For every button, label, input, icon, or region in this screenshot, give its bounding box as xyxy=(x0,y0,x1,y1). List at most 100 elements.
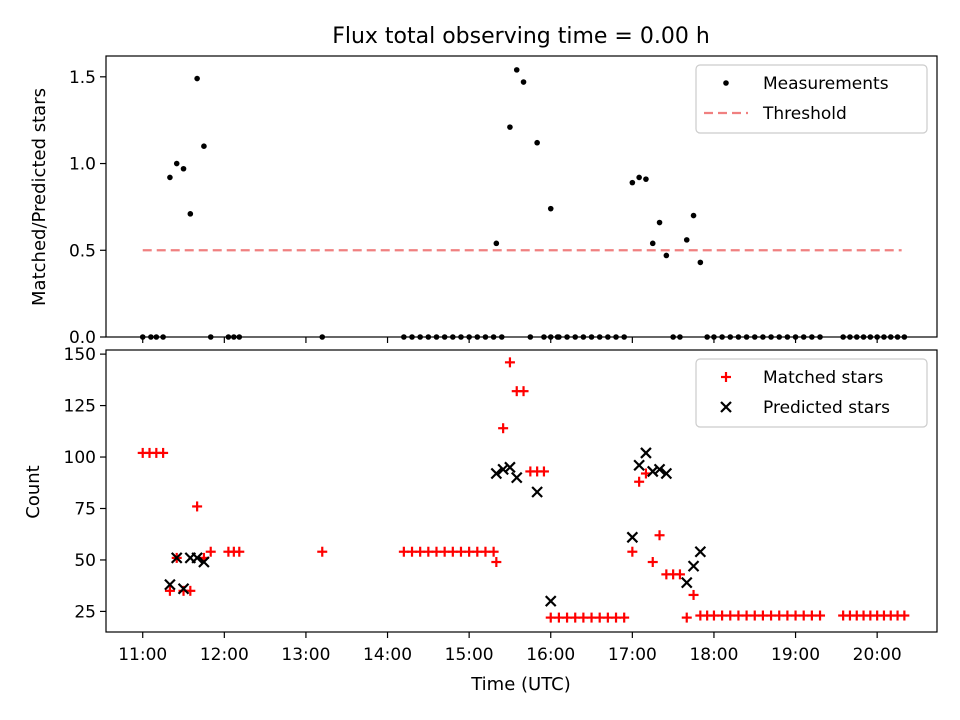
measurement-point xyxy=(201,143,207,149)
x-tick-label: 15:00 xyxy=(445,645,494,665)
matched-star-point xyxy=(647,557,658,568)
predicted-star-point xyxy=(198,556,210,568)
measurement-point xyxy=(901,334,908,340)
predicted-star-point xyxy=(497,463,509,476)
y-tick-label: 1.0 xyxy=(69,155,96,175)
matched-star-point xyxy=(674,569,685,580)
measurement-point xyxy=(760,334,766,340)
x-b xyxy=(510,471,523,484)
plot-frame xyxy=(105,349,938,633)
measurement-point xyxy=(564,334,570,340)
matched-star-point xyxy=(688,589,699,600)
measurement-point xyxy=(636,174,642,181)
x-b xyxy=(198,556,210,568)
matched-star-point xyxy=(498,423,509,434)
measurement-point xyxy=(735,334,742,340)
matched-star-point xyxy=(205,546,216,557)
measurement-point xyxy=(490,334,497,340)
measurement-point xyxy=(847,334,853,340)
measurement-point xyxy=(605,334,611,340)
measurement-point xyxy=(800,334,807,340)
matched-star-point xyxy=(192,501,203,512)
matched-star-point xyxy=(899,610,910,621)
x-tick-label: 19:00 xyxy=(771,645,820,665)
measurement-point xyxy=(596,334,603,340)
plot-frame xyxy=(105,55,938,338)
measurement-point xyxy=(711,334,717,340)
y-tick-label: 125 xyxy=(64,397,96,417)
measurement-point xyxy=(425,334,432,340)
measurement-point xyxy=(180,165,187,172)
measurement-point xyxy=(656,219,663,226)
x-b xyxy=(490,467,503,480)
measurement-point xyxy=(527,334,534,340)
legend-label: Threshold xyxy=(762,104,847,124)
measurement-point xyxy=(670,334,676,340)
measurement-point xyxy=(450,334,456,340)
measurement-point xyxy=(401,334,407,340)
x-b xyxy=(626,531,639,544)
measurement-point xyxy=(874,334,880,340)
measurement-point xyxy=(474,334,481,340)
x-tick-label: 16:00 xyxy=(526,645,575,665)
measurement-point xyxy=(493,240,500,247)
y-tick-label: 150 xyxy=(64,345,96,365)
measurement-point xyxy=(751,334,758,340)
x-b xyxy=(164,578,176,591)
predicted-star-point xyxy=(646,465,659,478)
matched-star-point xyxy=(164,585,175,596)
x-tick-label: 14:00 xyxy=(363,645,412,665)
measurement-point xyxy=(784,334,791,340)
x-axis-label: Time (UTC) xyxy=(470,674,571,695)
measurement-point xyxy=(541,334,547,340)
measurement-point xyxy=(881,334,887,340)
matched-star-point xyxy=(634,476,645,487)
measurement-point xyxy=(556,334,562,340)
measurement-point xyxy=(139,334,146,340)
measurement-point xyxy=(433,334,440,340)
y-tick-label: 0.0 xyxy=(69,328,96,348)
measurement-point xyxy=(498,334,505,340)
measurement-point xyxy=(173,160,180,167)
top-y-axis-label: Matched/Predicted stars xyxy=(29,88,50,306)
measurement-point xyxy=(167,174,173,181)
matched-star-point xyxy=(627,546,638,557)
x-b xyxy=(497,463,509,476)
legend: Matched stars Predicted stars xyxy=(695,358,928,428)
matched-star-point xyxy=(815,610,826,621)
measurement-point xyxy=(417,334,423,340)
measurement-point xyxy=(683,237,690,243)
measurement-point xyxy=(572,334,579,340)
measurement-point xyxy=(441,334,448,340)
measurement-point xyxy=(187,211,194,217)
measurement-point xyxy=(860,334,867,340)
matched-star-point xyxy=(518,386,529,397)
measurement-point xyxy=(743,334,750,340)
measurement-point xyxy=(792,334,799,340)
predicted-star-point xyxy=(164,578,176,591)
predicted-star-point xyxy=(626,531,639,544)
bottom-y-axis-label: Count xyxy=(23,465,44,518)
matched-star-point xyxy=(491,557,502,568)
x-tick-label: 11:00 xyxy=(118,645,167,665)
measurement-point xyxy=(160,334,166,340)
matched-star-point xyxy=(317,546,328,557)
measurement-point xyxy=(520,79,527,85)
matched-star-point xyxy=(619,612,630,623)
measurement-point xyxy=(207,334,214,340)
matched-star-point xyxy=(538,466,549,477)
measurement-point xyxy=(629,179,636,186)
legend-box xyxy=(695,64,928,134)
predicted-star-point xyxy=(633,459,645,472)
measurement-point xyxy=(580,334,587,340)
measurement-point xyxy=(547,205,554,212)
measurement-point xyxy=(817,334,823,340)
top-plot: 0.0 0.5 1.0 1.5 Measurements Threshold xyxy=(69,55,938,348)
x-tick-label: 18:00 xyxy=(689,645,738,665)
x-b xyxy=(694,545,707,558)
measurement-point xyxy=(534,139,540,146)
measurement-point xyxy=(588,334,595,340)
measurement-point xyxy=(776,334,783,340)
legend-box xyxy=(695,358,928,428)
x-b xyxy=(640,447,652,459)
